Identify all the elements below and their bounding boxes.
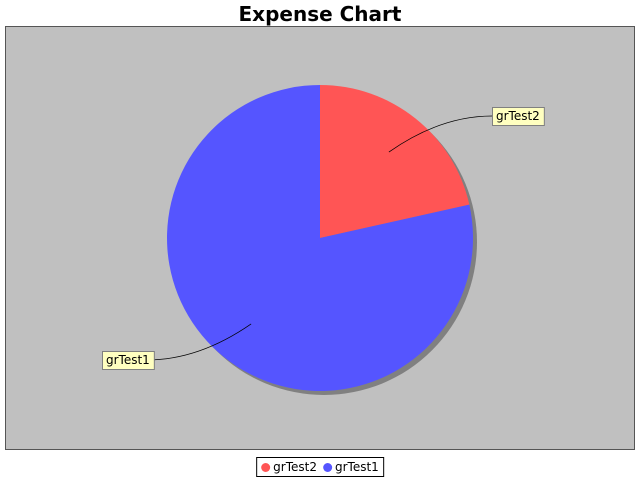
legend-swatch bbox=[261, 462, 271, 472]
legend-item-grTest2: grTest2 bbox=[261, 460, 317, 474]
legend-label: grTest2 bbox=[273, 460, 317, 474]
legend-item-grTest1: grTest1 bbox=[323, 460, 379, 474]
leader-line-grTest2 bbox=[388, 115, 493, 153]
pie-label-text: grTest1 bbox=[106, 353, 150, 367]
pie-label-box bbox=[492, 107, 545, 126]
leader-line-grTest1 bbox=[146, 323, 252, 361]
pie-slice-grTest1 bbox=[167, 85, 474, 391]
legend: grTest2 grTest1 bbox=[256, 457, 384, 477]
pie-label-text: grTest2 bbox=[496, 109, 540, 123]
chart-title: Expense Chart bbox=[238, 2, 402, 26]
pie-label-grTest2: grTest2 bbox=[492, 107, 545, 126]
pie-slice-grTest2 bbox=[320, 85, 470, 238]
pie-label-box bbox=[102, 351, 155, 370]
legend-label: grTest1 bbox=[335, 460, 379, 474]
legend-swatch bbox=[323, 462, 332, 472]
pie-label-grTest1: grTest1 bbox=[102, 351, 155, 370]
